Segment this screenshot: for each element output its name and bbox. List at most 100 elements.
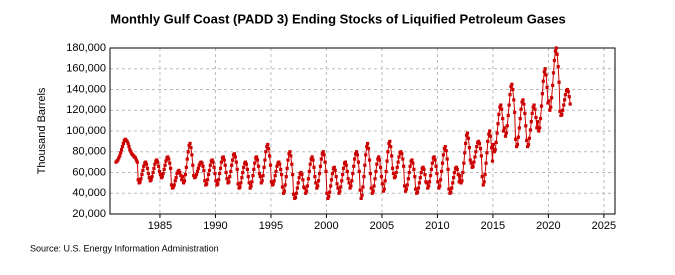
data-point [239, 181, 243, 185]
data-point [513, 137, 518, 141]
x-tick-label: 2005 [370, 220, 394, 232]
data-point [504, 131, 508, 135]
data-point [388, 139, 392, 143]
data-point [312, 165, 316, 169]
data-point [329, 178, 334, 182]
data-point [505, 124, 509, 128]
data-point [243, 160, 248, 164]
data-point [238, 185, 242, 189]
data-point [399, 150, 403, 154]
data-point [201, 164, 205, 168]
data-point [464, 141, 468, 146]
data-point [354, 150, 359, 154]
data-point [440, 169, 444, 174]
data-point [358, 188, 362, 192]
data-point [499, 103, 503, 107]
data-point [125, 139, 129, 143]
data-point [275, 164, 279, 168]
data-point [397, 155, 401, 159]
data-point [121, 141, 126, 146]
data-point [563, 98, 567, 102]
data-point [402, 184, 407, 188]
data-point [233, 155, 237, 159]
data-point [316, 184, 320, 188]
data-point [171, 185, 175, 189]
data-point [221, 155, 225, 159]
data-point [534, 115, 538, 120]
data-point [543, 67, 547, 71]
data-point [207, 168, 212, 173]
data-point [343, 160, 348, 164]
data-point [315, 186, 319, 190]
data-point [390, 154, 394, 158]
data-point [521, 98, 525, 102]
data-point [518, 116, 522, 121]
data-point [332, 165, 336, 169]
data-point [279, 167, 283, 171]
data-point [415, 190, 420, 194]
y-tick-label: 140,000 [66, 83, 106, 95]
data-point [437, 186, 441, 190]
data-point [255, 155, 259, 159]
data-point [545, 85, 549, 90]
x-tick-label: 1995 [259, 220, 283, 232]
data-point [266, 142, 270, 147]
data-point [549, 105, 553, 109]
data-point [551, 71, 556, 75]
data-point [303, 186, 307, 190]
data-point [156, 160, 160, 164]
data-point [282, 189, 286, 193]
data-point [566, 89, 570, 94]
data-point [379, 175, 384, 179]
data-point [272, 179, 276, 183]
data-point [465, 133, 469, 137]
data-point [345, 169, 349, 174]
data-point [459, 181, 463, 185]
data-point [481, 183, 485, 187]
data-point [353, 157, 357, 161]
data-point [558, 109, 562, 113]
data-point [381, 189, 385, 193]
data-point [216, 182, 220, 186]
data-point [347, 181, 351, 185]
data-point [181, 181, 186, 185]
data-point [339, 185, 343, 189]
data-point [245, 167, 250, 171]
data-point [406, 177, 410, 181]
data-point [261, 174, 265, 178]
y-tick-label: 80,000 [72, 146, 106, 158]
data-point [321, 150, 325, 154]
data-point [188, 141, 192, 146]
data-point [234, 160, 238, 164]
data-point [528, 128, 533, 132]
data-point [333, 168, 337, 173]
data-point [517, 126, 521, 130]
data-point [344, 163, 348, 167]
data-point [367, 158, 372, 162]
data-point [410, 158, 414, 162]
data-point [161, 171, 165, 176]
data-point [289, 154, 293, 158]
data-point [364, 153, 368, 157]
data-point [452, 176, 456, 180]
data-point [175, 171, 179, 176]
data-point [417, 181, 422, 185]
data-point [509, 84, 513, 88]
data-point [144, 160, 148, 164]
data-point [526, 142, 531, 147]
data-point [327, 194, 331, 198]
data-point [396, 160, 400, 164]
data-point [334, 175, 338, 179]
data-point [273, 174, 277, 178]
data-point [553, 49, 557, 53]
data-point [336, 186, 340, 190]
data-point [430, 161, 434, 165]
data-point [546, 101, 550, 105]
data-point [151, 170, 155, 175]
data-point [422, 167, 426, 171]
data-point [205, 178, 210, 182]
data-point [194, 172, 199, 177]
y-tick-label: 60,000 [72, 166, 106, 178]
data-point [533, 107, 537, 111]
data-point [242, 165, 246, 169]
